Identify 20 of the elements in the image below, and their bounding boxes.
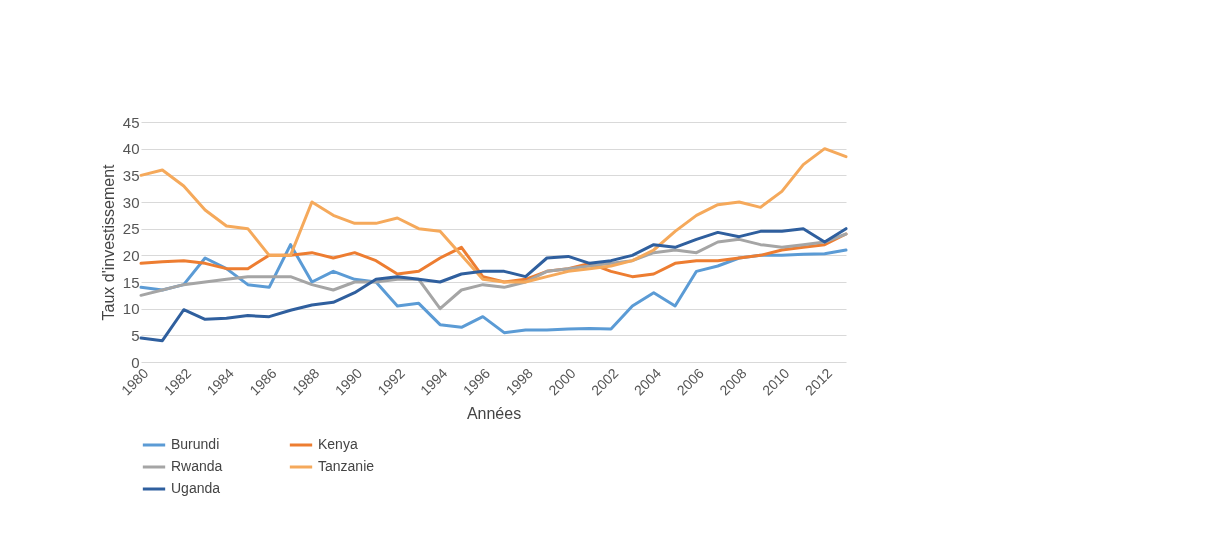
y-tick-label: 35 xyxy=(122,166,140,184)
y-axis-title: Taux d'investissement xyxy=(99,163,117,321)
line-series xyxy=(139,227,848,343)
y-tick-label: 10 xyxy=(122,300,140,318)
legend-label: Rwanda xyxy=(171,458,223,474)
legend-label: Kenya xyxy=(318,436,358,452)
legend-label: Uganda xyxy=(171,480,221,496)
y-tick-label: 25 xyxy=(122,220,140,238)
legend-label: Burundi xyxy=(171,436,220,452)
y-tick-label: 40 xyxy=(122,140,140,158)
line-series xyxy=(139,232,848,311)
y-tick-label: 0 xyxy=(131,353,140,371)
y-tick-label: 15 xyxy=(122,273,140,291)
x-axis-title: Années xyxy=(466,405,522,423)
y-tick-label: 5 xyxy=(131,326,140,344)
legend-label: Tanzanie xyxy=(318,458,375,474)
line-series xyxy=(139,147,848,284)
y-tick-label: 45 xyxy=(122,113,140,131)
y-tick-label: 20 xyxy=(122,246,140,264)
y-tick-label: 30 xyxy=(122,193,140,211)
